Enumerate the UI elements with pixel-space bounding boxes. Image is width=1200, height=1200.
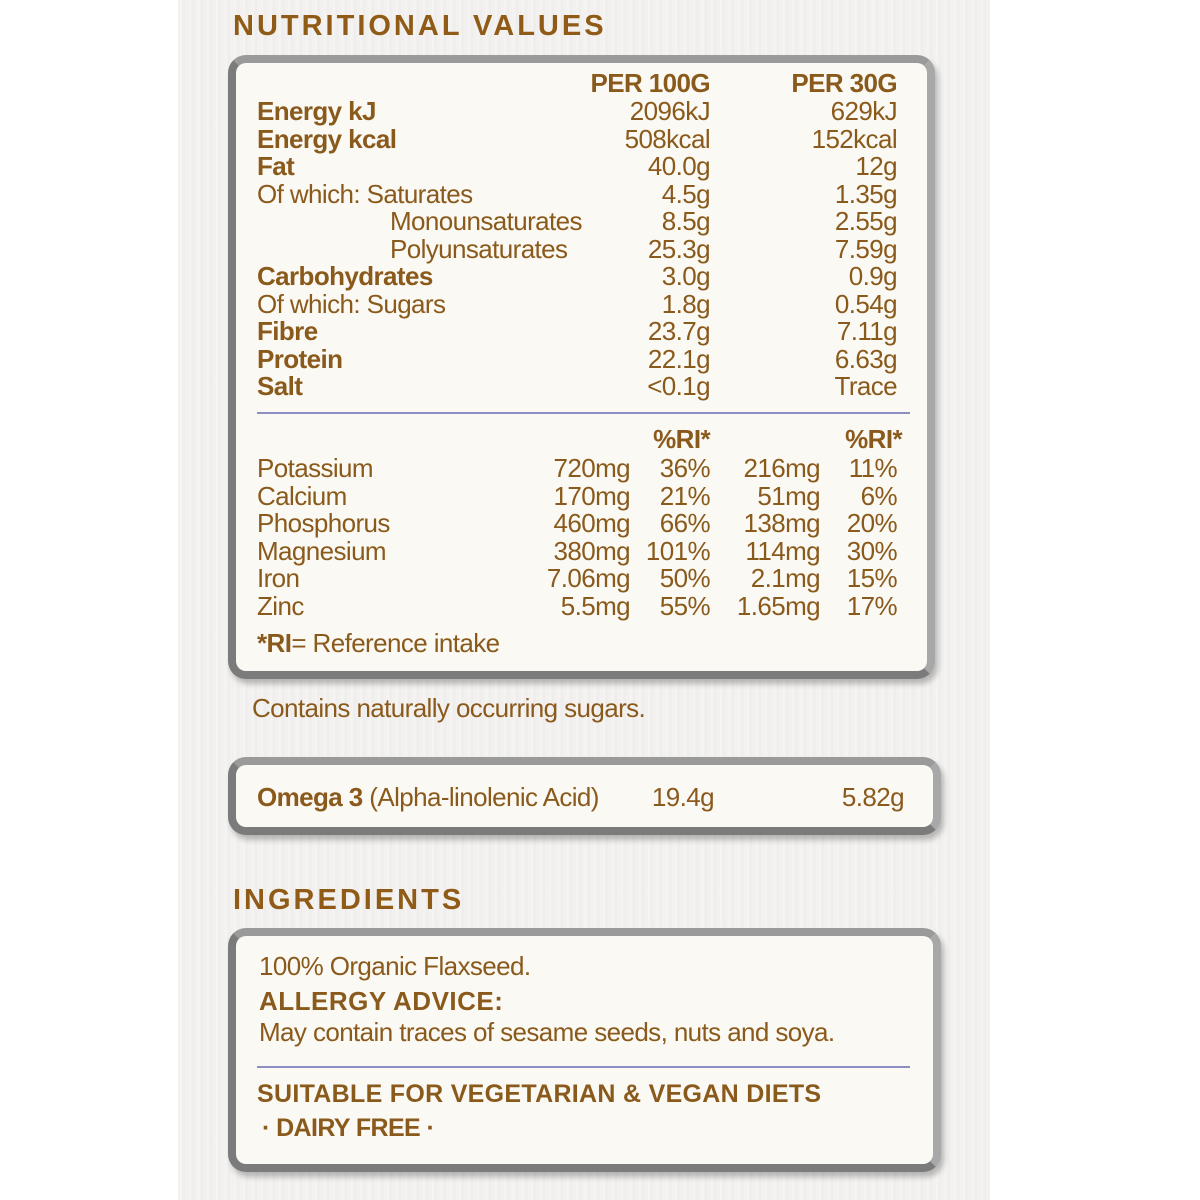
mineral-per30: 138mg xyxy=(743,508,821,538)
mineral-ri30: 17% xyxy=(846,590,898,621)
row-label: Salt xyxy=(257,371,303,401)
row-label: Monounsaturates xyxy=(390,206,583,236)
row-per30: 12g xyxy=(855,151,897,181)
row-per100: 22.1g xyxy=(647,343,711,374)
row-per30: Trace xyxy=(834,371,898,401)
mineral-ri100: 21% xyxy=(659,480,711,511)
omega-name: Omega 3 xyxy=(257,782,363,812)
omega-box xyxy=(228,757,941,835)
dairy-free: · DAIRY FREE · xyxy=(262,1114,435,1142)
row-per100: 8.5g xyxy=(661,206,711,236)
row-per30: 7.11g xyxy=(836,316,898,346)
mineral-ri30: 11% xyxy=(848,453,898,483)
mineral-per100: 460mg xyxy=(553,508,631,538)
mineral-ri100: 55% xyxy=(659,590,711,621)
ingredients-text: 100% Organic Flaxseed. xyxy=(259,951,531,981)
row-label: Energy kJ xyxy=(257,96,376,126)
allergy-text: May contain traces of sesame seeds, nuts… xyxy=(259,1017,835,1047)
row-label: Fat xyxy=(257,151,295,181)
mineral-ri30: 15% xyxy=(846,563,898,593)
mineral-ri30: 6% xyxy=(860,480,898,511)
row-label: Polyunsaturates xyxy=(390,233,568,264)
row-per100: 2096kJ xyxy=(629,96,711,126)
row-per30: 2.55g xyxy=(834,206,898,236)
row-label: Carbohydrates xyxy=(257,261,433,291)
row-label: Fibre xyxy=(257,316,318,346)
mineral-per30: 51mg xyxy=(757,480,820,511)
row-label: Of which: Saturates xyxy=(257,178,473,209)
omega-label: Omega 3 (Alpha-linolenic Acid) xyxy=(257,782,599,812)
row-per100: 1.8g xyxy=(661,288,711,319)
row-per30: 1.35g xyxy=(834,178,898,209)
omega-per100: 19.4g xyxy=(651,782,715,812)
row-label: Protein xyxy=(257,343,343,374)
mineral-per100: 380mg xyxy=(553,535,631,566)
row-per100: <0.1g xyxy=(647,371,710,401)
mineral-ri100: 101% xyxy=(645,535,711,566)
nutritional-values-heading: NUTRITIONAL VALUES xyxy=(233,10,607,42)
mineral-label: Magnesium xyxy=(257,535,387,566)
mineral-ri100: 36% xyxy=(659,453,711,483)
mineral-ri30: 20% xyxy=(846,508,898,538)
mineral-ri100: 50% xyxy=(659,563,711,593)
row-per100: 23.7g xyxy=(647,316,711,346)
mineral-per100: 7.06mg xyxy=(546,563,631,593)
ri-header-per100: %RI* xyxy=(653,424,710,454)
mineral-per100: 720mg xyxy=(553,453,631,483)
row-per100: 4.5g xyxy=(661,178,711,209)
row-label: Energy kcal xyxy=(257,123,397,154)
row-label: Of which: Sugars xyxy=(257,288,446,319)
row-per30: 629kJ xyxy=(830,96,898,126)
mineral-label: Potassium xyxy=(257,453,374,483)
mineral-per30: 216mg xyxy=(743,453,821,483)
row-per30: 0.9g xyxy=(848,261,898,291)
row-per100: 508kcal xyxy=(624,123,711,154)
mineral-per30: 2.1mg xyxy=(750,563,821,593)
mineral-label: Phosphorus xyxy=(257,508,390,538)
mineral-ri30: 30% xyxy=(846,535,898,566)
footnote-text: = Reference intake xyxy=(291,628,500,658)
col-header-per30: PER 30G xyxy=(791,68,897,98)
row-per100: 25.3g xyxy=(647,233,711,264)
row-per30: 0.54g xyxy=(834,288,898,319)
omega-per30: 5.82g xyxy=(841,782,905,812)
ingredients-heading: INGREDIENTS xyxy=(233,884,465,916)
footnote-key: *RI xyxy=(257,628,292,658)
row-per100: 3.0g xyxy=(661,261,711,291)
mineral-per30: 1.65mg xyxy=(736,590,821,621)
footnote: *RI= Reference intake xyxy=(257,628,500,658)
nutrition-table-box xyxy=(228,55,935,679)
suitable-diets: SUITABLE FOR VEGETARIAN & VEGAN DIETS xyxy=(257,1080,822,1108)
mineral-label: Iron xyxy=(257,563,300,593)
row-per30: 7.59g xyxy=(834,233,898,264)
ingredients-box xyxy=(228,928,941,1172)
row-per100: 40.0g xyxy=(647,151,711,181)
allergy-title: ALLERGY ADVICE: xyxy=(259,986,504,1016)
mineral-label: Zinc xyxy=(257,590,304,621)
row-per30: 152kcal xyxy=(811,123,898,154)
divider xyxy=(257,412,910,414)
col-header-per100: PER 100G xyxy=(590,68,711,98)
ri-header-per30: %RI* xyxy=(845,424,902,454)
mineral-label: Calcium xyxy=(257,480,347,511)
mineral-ri100: 66% xyxy=(659,508,711,538)
sugar-note: Contains naturally occurring sugars. xyxy=(252,693,646,723)
mineral-per100: 5.5mg xyxy=(560,590,631,621)
row-per30: 6.63g xyxy=(834,343,898,374)
mineral-per100: 170mg xyxy=(553,480,631,511)
mineral-per30: 114mg xyxy=(745,535,820,566)
omega-sub: (Alpha-linolenic Acid) xyxy=(369,782,599,812)
divider xyxy=(257,1066,910,1068)
